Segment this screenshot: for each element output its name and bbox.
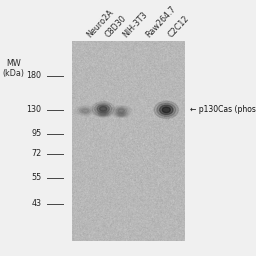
Ellipse shape [92,102,114,116]
Ellipse shape [113,107,129,115]
Text: 180: 180 [27,71,41,80]
Text: 95: 95 [31,129,41,138]
Ellipse shape [159,105,173,115]
Ellipse shape [80,108,91,114]
Text: 72: 72 [31,149,41,158]
Ellipse shape [100,113,106,115]
Ellipse shape [154,101,178,119]
Text: Neuro2A: Neuro2A [85,7,115,39]
Ellipse shape [94,103,112,114]
Text: 55: 55 [31,173,41,182]
Ellipse shape [94,110,112,118]
Text: 43: 43 [31,199,41,208]
Ellipse shape [111,106,131,116]
Ellipse shape [115,113,127,117]
Ellipse shape [100,106,107,111]
Ellipse shape [113,112,129,118]
Ellipse shape [119,114,124,116]
Ellipse shape [118,109,125,113]
Text: NIH-3T3: NIH-3T3 [121,10,150,39]
Ellipse shape [96,111,110,117]
Ellipse shape [75,106,95,116]
Text: C8D30: C8D30 [103,13,128,39]
Ellipse shape [157,103,176,116]
Ellipse shape [97,105,109,113]
Ellipse shape [82,109,89,113]
Text: ← p130Cas (phospho Tyr165): ← p130Cas (phospho Tyr165) [190,105,256,114]
Ellipse shape [116,108,127,114]
Ellipse shape [98,112,108,116]
Text: Raw264.7: Raw264.7 [144,4,177,39]
Ellipse shape [77,107,93,115]
Text: C2C12: C2C12 [166,14,191,39]
Text: MW
(kDa): MW (kDa) [3,59,25,78]
Ellipse shape [162,107,170,113]
Ellipse shape [117,113,126,116]
Text: 130: 130 [27,105,41,114]
